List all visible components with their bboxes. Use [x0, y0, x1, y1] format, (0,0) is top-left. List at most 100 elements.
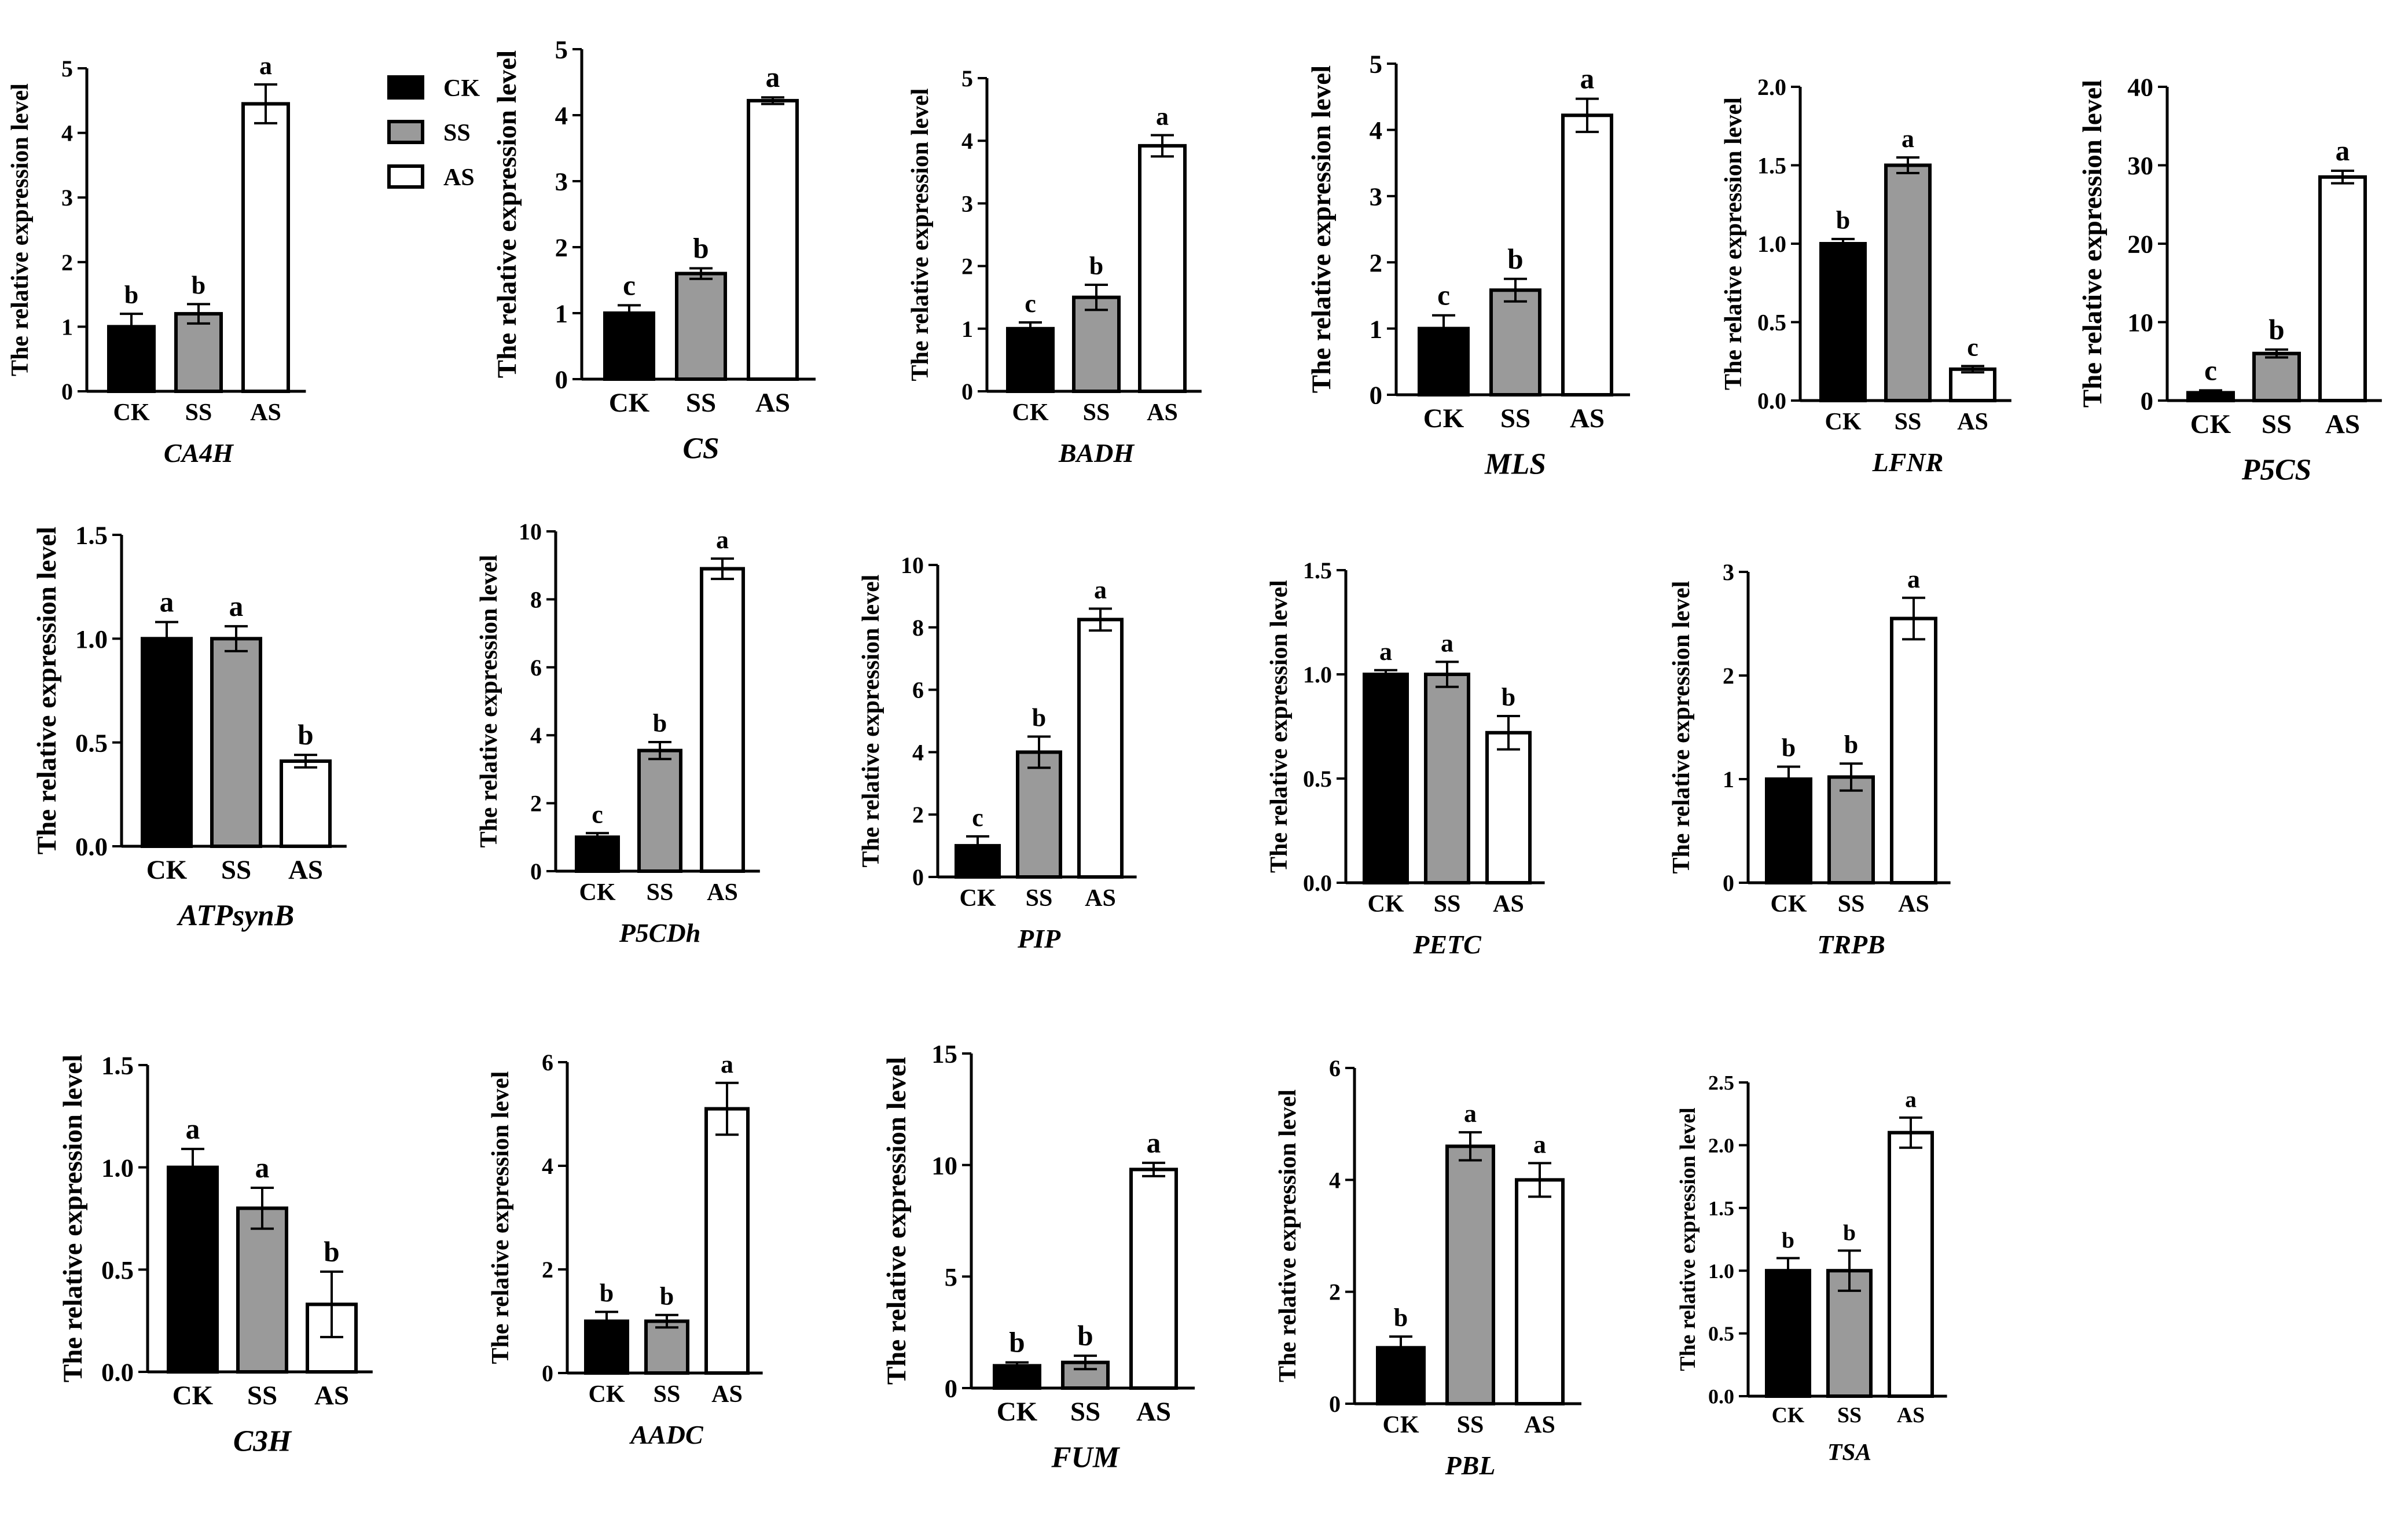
bar-cs-ck: [603, 311, 655, 381]
error-bar-cs-ss: [689, 267, 713, 280]
significance-letter-aadc-ck: b: [600, 1279, 614, 1307]
category-label-c3h-ck: CK: [172, 1381, 214, 1411]
significance-letter-mls-as: a: [1580, 63, 1595, 95]
panel-pip: 0 2 4 6 8 10 The relative expression level c CK b…: [858, 552, 1137, 953]
bar-atpsynb-ck: [141, 637, 193, 849]
bar-tsa-ck: [1765, 1269, 1811, 1398]
y-tick-label-pbl: 0: [1329, 1391, 1341, 1417]
category-label-cs-ss: SS: [686, 388, 716, 418]
bar-cs-ss: [675, 271, 727, 381]
y-tick-label-pip: 0: [912, 864, 924, 890]
significance-letter-aadc-as: a: [721, 1050, 733, 1078]
significance-letter-lfnr-as: c: [1967, 333, 1978, 361]
error-bar-pip-as: [1089, 607, 1112, 632]
y-tick-label-lfnr: 0.0: [1757, 388, 1786, 414]
category-label-pbl-as: AS: [1524, 1412, 1555, 1438]
y-tick-label-pbl: 2: [1329, 1279, 1341, 1305]
category-label-mls-as: AS: [1570, 403, 1605, 434]
category-label-lfnr-ss: SS: [1895, 409, 1922, 435]
y-tick-label-pip: 2: [912, 802, 924, 828]
significance-letter-c3h-ss: a: [255, 1152, 270, 1184]
y-tick-label-fum: 5: [945, 1262, 957, 1291]
significance-letter-atpsynb-as: b: [298, 719, 313, 751]
category-label-p5cdh-ck: CK: [579, 879, 616, 906]
y-axis-title-p5cdh: The relative expression level: [476, 555, 502, 848]
significance-letter-pbl-ss: a: [1464, 1099, 1477, 1128]
y-tick-label-p5cs: 40: [2127, 73, 2153, 102]
category-label-cs-as: AS: [755, 388, 790, 418]
y-tick-label-pip: 4: [912, 739, 924, 765]
category-label-ca4h-ck: CK: [113, 399, 150, 426]
error-bar-tsa-ss: [1838, 1249, 1861, 1292]
significance-letter-fum-as: a: [1147, 1127, 1161, 1159]
y-axis-title-c3h: The relative expression level: [58, 1055, 88, 1382]
error-bar-atpsynb-as: [294, 754, 317, 769]
y-tick-label-atpsynb: 1.5: [75, 521, 108, 550]
significance-letter-trpb-ss: b: [1844, 731, 1858, 759]
y-tick-label-mls: 4: [1370, 116, 1382, 145]
significance-letter-fum-ss: b: [1077, 1320, 1093, 1352]
y-tick-label-lfnr: 1.5: [1757, 153, 1786, 179]
y-tick-label-mls: 5: [1370, 50, 1382, 79]
panel-trpb: 0 1 2 3 The relative expression level b CK b SS a…: [1668, 559, 1951, 959]
error-bar-trpb-ss: [1840, 762, 1863, 792]
y-tick-label-c3h: 1.5: [101, 1051, 134, 1080]
category-label-p5cs-as: AS: [2325, 409, 2360, 439]
error-bar-p5cdh-ck: [586, 832, 609, 843]
error-bar-atpsynb-ck: [155, 621, 178, 657]
bar-ca4h-as: [241, 102, 290, 393]
error-bar-p5cs-ck: [2199, 389, 2222, 397]
y-tick-label-tsa: 1.0: [1708, 1260, 1734, 1283]
bar-lfnr-ss: [1884, 163, 1932, 402]
y-tick-label-p5cdh: 0: [530, 858, 542, 884]
significance-letter-p5cdh-ss: b: [653, 709, 667, 737]
error-bar-petc-ss: [1436, 660, 1459, 688]
error-bar-pip-ck: [966, 835, 989, 857]
y-tick-label-petc: 1.0: [1303, 662, 1332, 688]
panel-tsa: 0.0 0.5 1.0 1.5 2.0 2.5 The relative expressio…: [1676, 1071, 1947, 1465]
gene-title-mls: MLS: [1484, 448, 1546, 481]
significance-letter-tsa-as: a: [1905, 1087, 1917, 1113]
panel-atpsynb: 0.0 0.5 1.0 1.5 The relative expression leve…: [32, 521, 347, 933]
significance-letter-pip-ck: c: [972, 803, 983, 832]
category-label-badh-ss: SS: [1083, 399, 1110, 426]
bar-fum-as: [1129, 1168, 1178, 1390]
category-label-ca4h-as: AS: [250, 399, 281, 426]
bar-petc-as: [1485, 731, 1532, 885]
bar-badh-ss: [1072, 295, 1121, 394]
error-bar-trpb-as: [1902, 596, 1925, 641]
bar-atpsynb-as: [280, 759, 332, 848]
y-tick-label-aadc: 2: [542, 1257, 553, 1283]
significance-letter-ca4h-ss: b: [192, 271, 205, 299]
error-bar-aadc-as: [715, 1081, 739, 1136]
category-label-atpsynb-ck: CK: [146, 855, 188, 885]
significance-letter-tsa-ss: b: [1843, 1220, 1856, 1246]
gene-title-cs: CS: [682, 432, 719, 465]
legend-item-ss: SS: [387, 120, 471, 146]
y-tick-label-cs: 3: [555, 167, 568, 196]
category-label-pbl-ck: CK: [1383, 1412, 1419, 1438]
bar-pbl-ss: [1445, 1144, 1495, 1406]
y-tick-label-p5cs: 10: [2127, 308, 2153, 337]
significance-letter-aadc-ss: b: [660, 1282, 674, 1311]
error-bar-mls-as: [1576, 97, 1599, 133]
y-axis-title-fum: The relative expression level: [882, 1057, 912, 1385]
y-tick-label-lfnr: 2.0: [1757, 74, 1786, 100]
y-tick-label-p5cdh: 6: [530, 655, 542, 681]
y-axis-title-petc: The relative expression level: [1266, 580, 1293, 873]
category-label-c3h-as: AS: [314, 1381, 349, 1411]
bar-badh-as: [1138, 144, 1187, 394]
category-label-petc-ck: CK: [1368, 891, 1404, 917]
significance-letter-pbl-as: a: [1533, 1130, 1546, 1158]
y-tick-label-p5cs: 30: [2127, 151, 2153, 180]
significance-letter-pip-as: a: [1094, 575, 1107, 604]
bar-mls-as: [1561, 113, 1613, 397]
panel-pbl: 0 2 4 6 The relative expression level b CK a SS a…: [1275, 1055, 1581, 1480]
gene-title-pbl: PBL: [1445, 1451, 1496, 1480]
panel-badh: 0 1 2 3 4 5 The relative expression level c CK b S…: [907, 65, 1202, 468]
significance-letter-p5cs-as: a: [2336, 135, 2350, 167]
category-label-badh-as: AS: [1147, 399, 1178, 426]
category-label-petc-ss: SS: [1434, 891, 1461, 917]
bar-lfnr-as: [1949, 367, 1996, 402]
y-axis-title-ca4h: The relative expression level: [7, 83, 34, 376]
